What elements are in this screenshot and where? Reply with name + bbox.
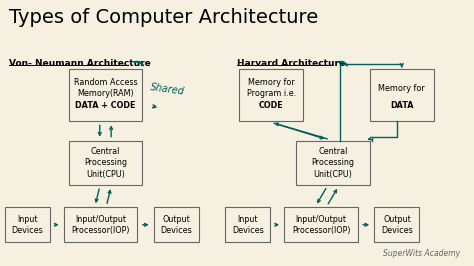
FancyBboxPatch shape	[69, 69, 142, 121]
FancyBboxPatch shape	[239, 69, 303, 121]
Text: DATA + CODE: DATA + CODE	[75, 101, 136, 110]
Text: Memory for
Program i.e.: Memory for Program i.e.	[247, 78, 296, 98]
Text: Types of Computer Architecture: Types of Computer Architecture	[9, 8, 319, 27]
FancyBboxPatch shape	[225, 207, 270, 242]
FancyBboxPatch shape	[296, 141, 370, 185]
FancyBboxPatch shape	[374, 207, 419, 242]
Text: CODE: CODE	[259, 101, 283, 110]
Text: Central
Processing
Unit(CPU): Central Processing Unit(CPU)	[84, 147, 127, 178]
Text: Input/Output
Processor(IOP): Input/Output Processor(IOP)	[72, 215, 130, 235]
Text: Input
Devices: Input Devices	[11, 215, 43, 235]
FancyBboxPatch shape	[69, 141, 142, 185]
Text: SuperWits Academy: SuperWits Academy	[383, 249, 460, 258]
FancyBboxPatch shape	[154, 207, 199, 242]
Text: Memory for: Memory for	[378, 84, 425, 93]
Text: DATA: DATA	[390, 101, 413, 110]
Text: Von- Neumann Architecture: Von- Neumann Architecture	[9, 59, 151, 68]
FancyBboxPatch shape	[284, 207, 358, 242]
Text: Input
Devices: Input Devices	[232, 215, 264, 235]
Text: Shared: Shared	[149, 82, 185, 97]
Text: Input/Output
Processor(IOP): Input/Output Processor(IOP)	[292, 215, 350, 235]
Text: Output
Devices: Output Devices	[381, 215, 413, 235]
Text: Central
Processing
Unit(CPU): Central Processing Unit(CPU)	[311, 147, 355, 178]
FancyBboxPatch shape	[64, 207, 137, 242]
Text: Random Access
Memory(RAM): Random Access Memory(RAM)	[73, 78, 137, 98]
FancyBboxPatch shape	[370, 69, 434, 121]
FancyBboxPatch shape	[5, 207, 50, 242]
Text: Output
Devices: Output Devices	[161, 215, 192, 235]
Text: Harvard Architecture: Harvard Architecture	[237, 59, 345, 68]
